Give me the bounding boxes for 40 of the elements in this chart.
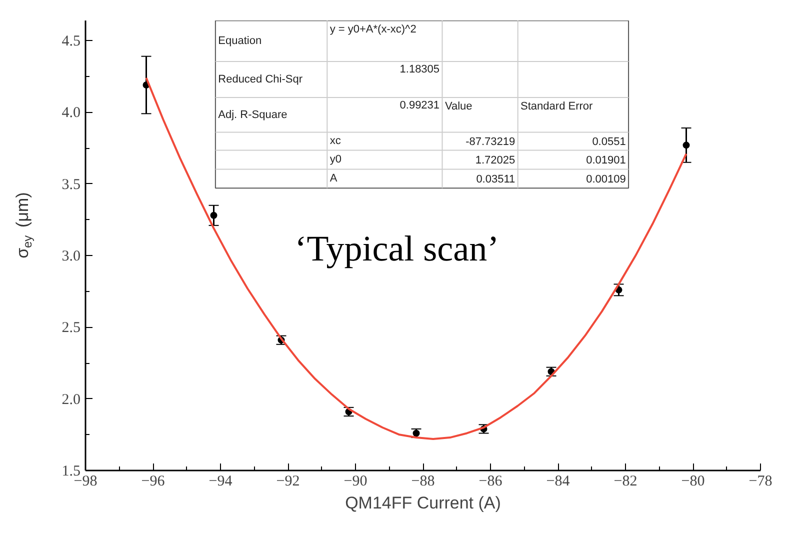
y-tick-label: 2.0 <box>62 392 80 408</box>
y-tick-label: 4.0 <box>62 105 80 122</box>
y-tick-label: 2.5 <box>62 320 80 336</box>
annotation: 0.01901 <box>586 154 626 167</box>
annotation: 0.99231 <box>400 99 440 112</box>
annotation: Equation <box>218 35 262 48</box>
annotation: xc <box>330 135 342 148</box>
y-tick-label: 3.5 <box>62 176 80 193</box>
annotation: 0.03511 <box>476 174 516 186</box>
y-tick-label: 4.5 <box>62 34 80 50</box>
annotation: A <box>330 172 338 185</box>
x-tick-label: −94 <box>208 474 233 490</box>
y-axis-title: σey (μm) <box>13 192 34 258</box>
annotation: 1.18305 <box>400 63 440 76</box>
point <box>210 212 218 219</box>
x-tick-label: −84 <box>546 474 570 490</box>
x-tick-label: −90 <box>344 474 368 490</box>
annotation: y0 <box>330 154 342 166</box>
x-tick-label: −80 <box>681 474 705 490</box>
x-tick-label: −96 <box>141 474 166 490</box>
annotation: y = y0+A*(x-xc)^2 <box>330 24 416 36</box>
annotation: ‘Typical scan’ <box>294 228 500 268</box>
x-tick-label: −86 <box>478 474 503 490</box>
point <box>682 142 690 149</box>
y-tick-label: 1.5 <box>62 464 80 480</box>
annotation: Value <box>444 100 472 112</box>
annotation: 0.00109 <box>586 174 626 186</box>
x-tick-label: −82 <box>614 474 638 490</box>
x-tick-label: −78 <box>748 474 772 490</box>
x-axis-title: QM14FF Current (A) <box>345 494 501 512</box>
x-tick-label: −92 <box>276 474 300 490</box>
annotation: -87.73219 <box>466 136 516 148</box>
y-tick-label: 3.0 <box>62 248 80 265</box>
x-tick-label: −88 <box>411 474 435 490</box>
annotation: Standard Error <box>520 100 594 112</box>
annotation: Reduced Chi-Sqr <box>218 73 303 86</box>
annotation: 1.72025 <box>475 154 516 167</box>
line-series <box>145 76 688 440</box>
annotation: Adj. R-Square <box>218 108 288 121</box>
annotation: 0.0551 <box>592 136 626 148</box>
